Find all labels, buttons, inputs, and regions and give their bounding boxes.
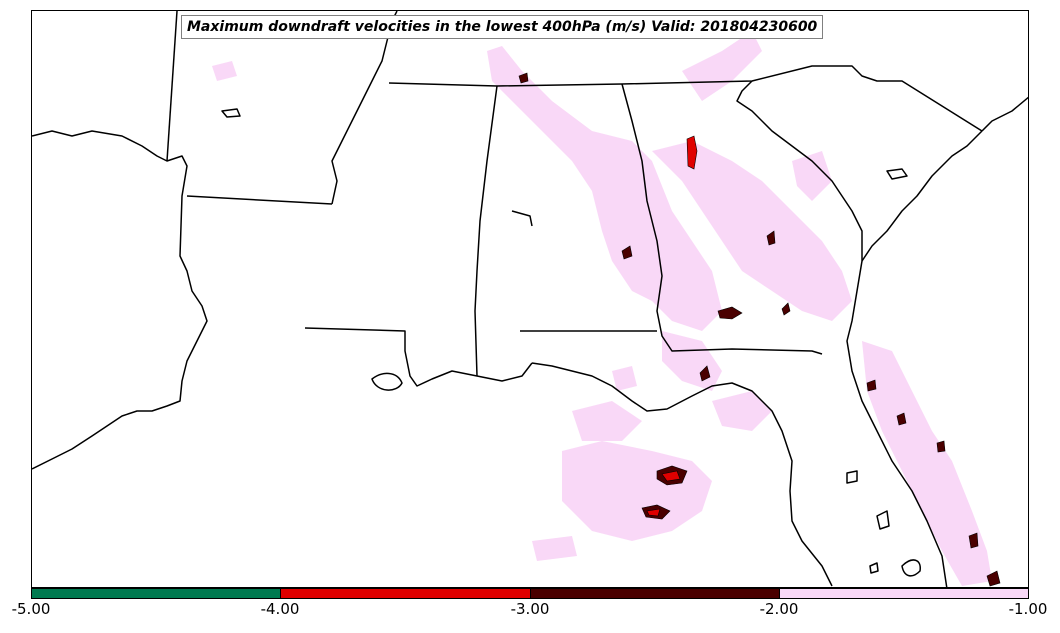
colorbar-bin-4 <box>779 589 1028 598</box>
colorbar-bin-2 <box>281 589 531 598</box>
map-title: Maximum downdraft velocities in the lowe… <box>181 15 824 39</box>
map-canvas <box>32 11 1028 587</box>
colorbar-tick-label: -4.00 <box>260 600 300 618</box>
colorbar-tick-label: -3.00 <box>510 600 550 618</box>
downdraft-light-areas <box>212 31 992 586</box>
coastline-and-borders <box>32 11 1028 587</box>
colorbar <box>31 588 1029 599</box>
colorbar-tick-label: -2.00 <box>759 600 799 618</box>
colorbar-bin-1 <box>32 589 282 598</box>
downdraft-strong-cells <box>518 72 1001 587</box>
colorbar-tick-label: -1.00 <box>1008 600 1048 618</box>
map-panel <box>31 10 1029 588</box>
colorbar-tick-label: -5.00 <box>11 600 51 618</box>
colorbar-bin-3 <box>530 589 780 598</box>
